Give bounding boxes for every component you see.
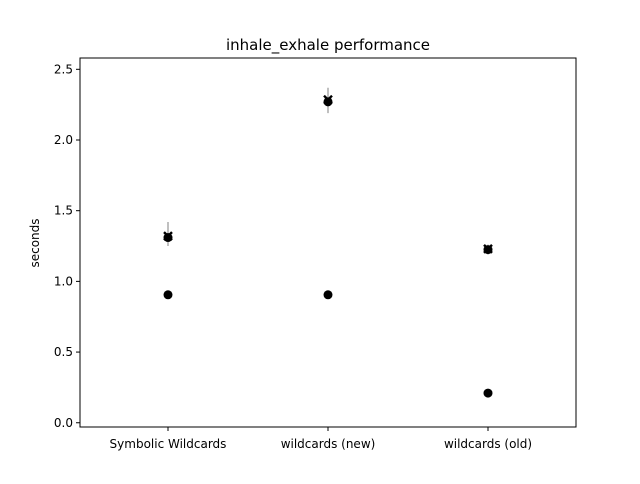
x-tick-label: wildcards (old) [444, 437, 532, 451]
y-tick-label: 1.0 [54, 274, 73, 288]
errorbar-layer [167, 87, 489, 395]
data-point-circle [323, 97, 333, 107]
y-axis-ticks: 0.0 0.5 1.0 1.5 2.0 2.5 [54, 62, 80, 430]
plot-frame [79, 57, 577, 428]
x-tick-label: wildcards (new) [281, 437, 376, 451]
chart-title: inhale_exhale performance [226, 36, 430, 55]
y-tick-label: 0.0 [54, 416, 73, 430]
y-tick-label: 1.5 [54, 204, 73, 218]
marker-layer [163, 94, 493, 398]
data-point-circle [163, 290, 173, 300]
y-tick-label: 0.5 [54, 345, 73, 359]
data-point-circle [323, 290, 333, 300]
y-axis-label: seconds [28, 218, 42, 267]
y-tick-label: 2.5 [54, 62, 73, 76]
x-tick-label: Symbolic Wildcards [110, 437, 227, 451]
x-axis-ticks: Symbolic Wildcards wildcards (new) wildcar… [110, 427, 532, 451]
data-point-circle [483, 388, 493, 398]
data-point-circle [483, 245, 493, 255]
data-point-circle [163, 233, 173, 243]
y-tick-label: 2.0 [54, 133, 73, 147]
